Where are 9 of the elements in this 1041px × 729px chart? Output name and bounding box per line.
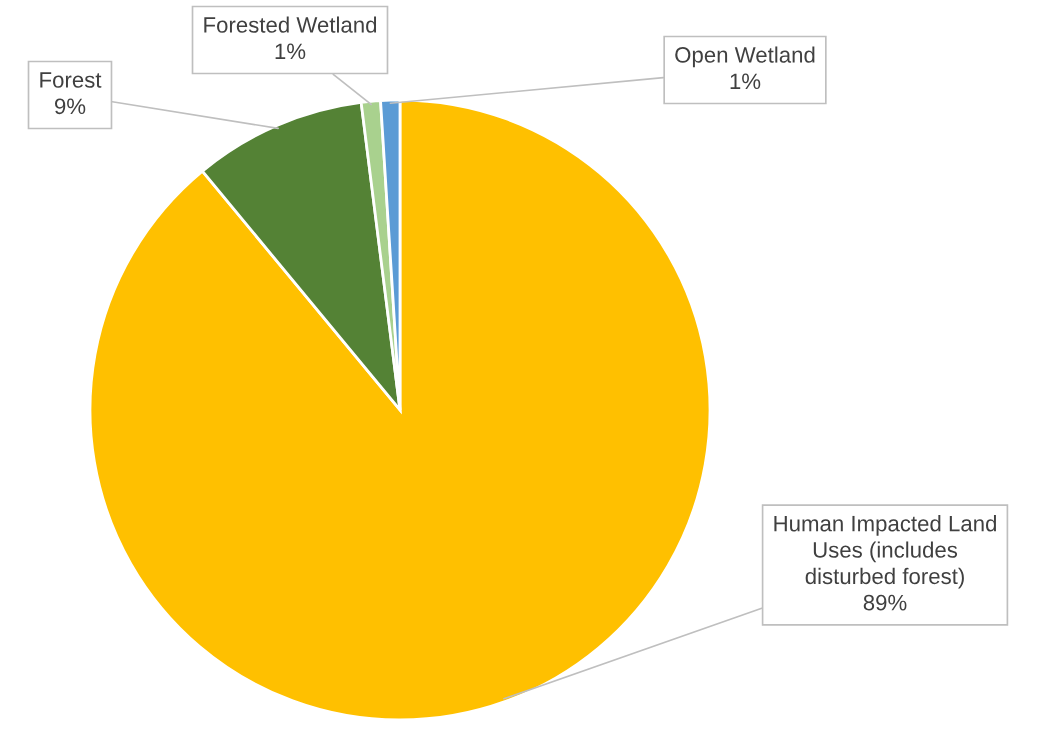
data-label: 89% bbox=[863, 594, 907, 611]
slice-label: Forest bbox=[40, 72, 102, 88]
pie-slice bbox=[88, 98, 712, 722]
slice-label: Human Impacted Land Uses (includes disturbed forest) bbox=[774, 515, 996, 589]
slice-label: Forested Wetland bbox=[204, 16, 377, 33]
data-label: 9% bbox=[54, 98, 86, 115]
data-label: 1% bbox=[275, 43, 306, 60]
slice-label: Open Wetland bbox=[675, 46, 815, 68]
data-label: 1% bbox=[730, 73, 761, 90]
